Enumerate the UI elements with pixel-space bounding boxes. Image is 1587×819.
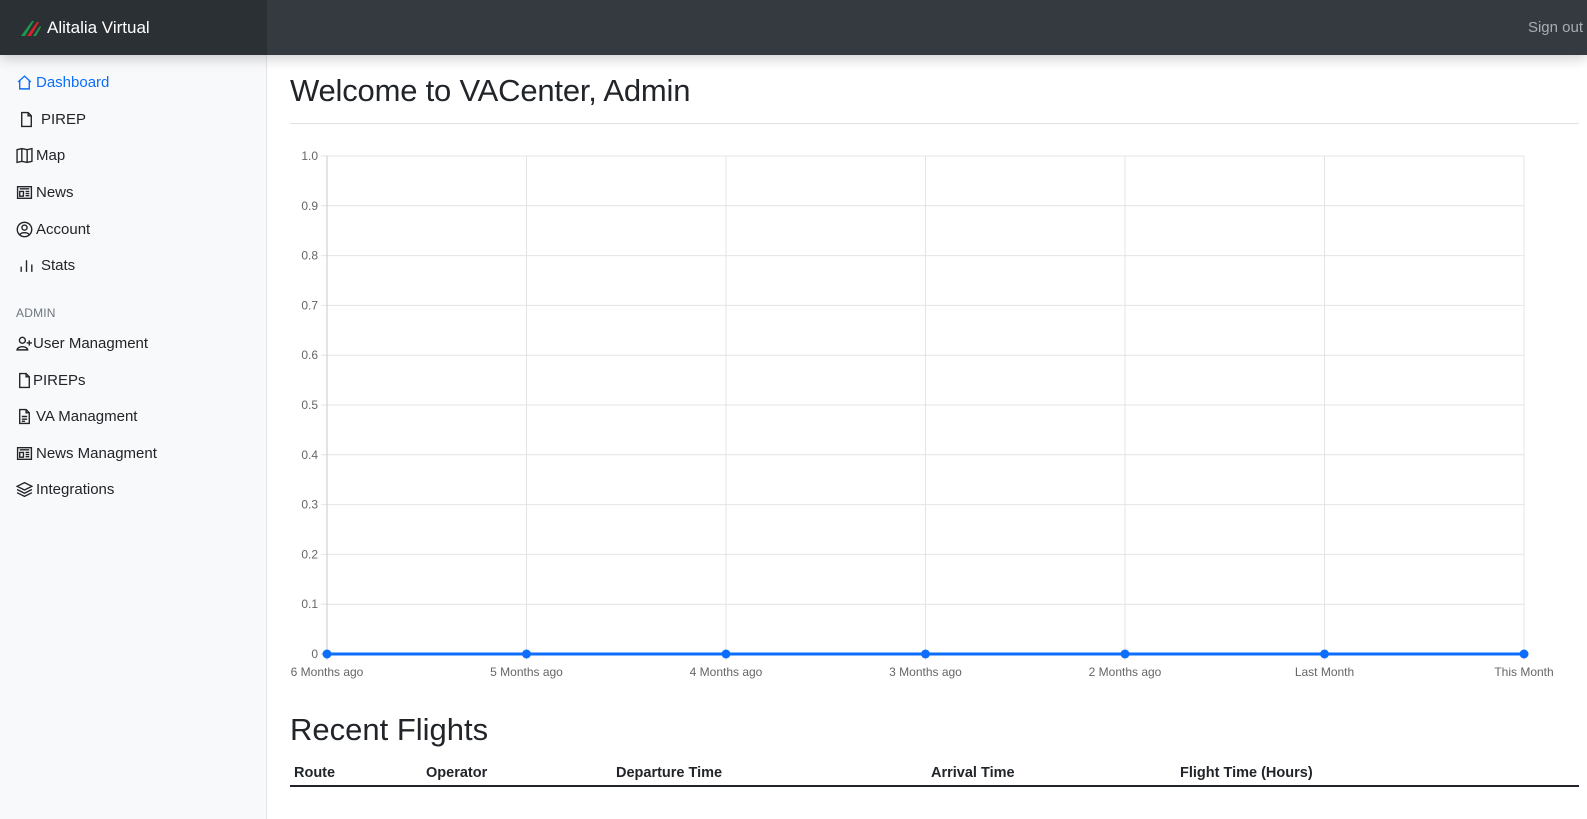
y-tick-label: 0.7 [301,298,318,312]
x-tick-label: 4 Months ago [690,665,763,679]
sidebar-item-news[interactable]: News [16,184,74,201]
title-divider [290,123,1579,124]
sidebar-item-label: PIREPs [33,372,86,389]
sidebar-item-label: News [36,184,74,201]
x-tick-label: This Month [1494,665,1553,679]
column-header-route: Route [294,765,336,781]
data-point [721,649,731,659]
data-point [1519,649,1529,659]
x-tick-label: 5 Months ago [490,665,563,679]
file-icon [19,372,30,389]
file-text-icon [19,408,30,425]
x-tick-label: 2 Months ago [1089,665,1162,679]
sidebar-item-label: Stats [41,257,76,274]
data-point [1320,649,1329,659]
y-tick-label: 0 [311,647,318,661]
data-point [1120,649,1130,659]
x-tick-label: 3 Months ago [889,665,962,679]
sidebar-item-user-managment[interactable]: User Managment [16,335,148,352]
y-tick-label: 0.8 [301,249,318,263]
flights-line-chart: 0 0.1 0.2 0.3 0.4 0.5 0.6 0.7 0.8 0.9 1.0 6 Months … [291,149,1554,679]
newspaper-icon [16,446,33,461]
data-point [522,649,531,659]
data-point [921,649,930,659]
top-navbar: Alitalia Virtual Sign out [0,0,1587,55]
column-header-operator: Operator [426,765,488,781]
sidebar-item-label: Dashboard [36,74,110,91]
sidebar-item-label: News Managment [36,445,157,462]
sidebar-item-account[interactable]: Account [16,221,90,238]
map-icon [16,147,33,164]
y-tick-label: 0.4 [301,448,318,462]
y-tick-label: 0.5 [301,398,318,412]
admin-section-heading: ADMIN [16,306,56,320]
y-tick-label: 0.3 [301,498,318,512]
user-circle-icon [16,221,33,238]
brand-link[interactable]: Alitalia Virtual [0,0,267,55]
airline-logo-icon [21,20,41,36]
sidebar-item-label: VA Managment [36,408,138,425]
newspaper-icon [16,185,33,200]
column-header-flight-time: Flight Time (Hours) [1180,765,1313,781]
data-point [322,649,332,659]
page-title: Welcome to VACenter, Admin [290,73,691,108]
column-header-departure-time: Departure Time [616,765,723,781]
y-tick-label: 0.9 [301,199,318,213]
x-tick-label: Last Month [1295,665,1354,679]
sidebar-item-va-managment[interactable]: VA Managment [16,408,137,425]
sidebar-item-label: Map [36,147,66,164]
sidebar: Dashboard PIREP Map News Account Stats A… [0,55,267,819]
sidebar-item-dashboard[interactable]: Dashboard [16,74,109,91]
sidebar-item-integrations[interactable]: Integrations [16,481,114,498]
y-tick-label: 0.6 [301,348,318,362]
sidebar-item-pireps[interactable]: PIREPs [16,372,86,389]
y-tick-label: 0.2 [301,547,318,561]
main-content: Welcome to VACenter, Admin 0 0.1 0.2 0.3 0.4… [268,55,1587,819]
y-tick-label: 0.1 [301,597,318,611]
brand-name: Alitalia Virtual [47,17,150,37]
sidebar-item-label: Account [36,221,91,238]
bar-chart-icon [20,260,33,272]
recent-flights-table-header: Route Operator Departure Time Arrival Ti… [290,759,1579,787]
sidebar-item-news-managment[interactable]: News Managment [16,445,157,462]
sidebar-item-label: Integrations [36,481,115,498]
user-plus-icon [16,336,32,351]
recent-flights-title: Recent Flights [290,712,489,747]
layers-icon [16,481,33,498]
sidebar-item-stats[interactable]: Stats [16,257,75,274]
sidebar-item-pirep[interactable]: PIREP [16,111,86,128]
sidebar-item-label: PIREP [41,111,87,128]
x-tick-label: 6 Months ago [291,665,364,679]
sidebar-item-map[interactable]: Map [16,147,65,164]
sign-out-link[interactable]: Sign out [1527,19,1583,36]
column-header-arrival-time: Arrival Time [931,765,1015,781]
file-icon [21,111,32,128]
y-tick-label: 1.0 [301,149,318,163]
sidebar-item-label: User Managment [33,335,149,352]
home-icon [17,75,32,90]
